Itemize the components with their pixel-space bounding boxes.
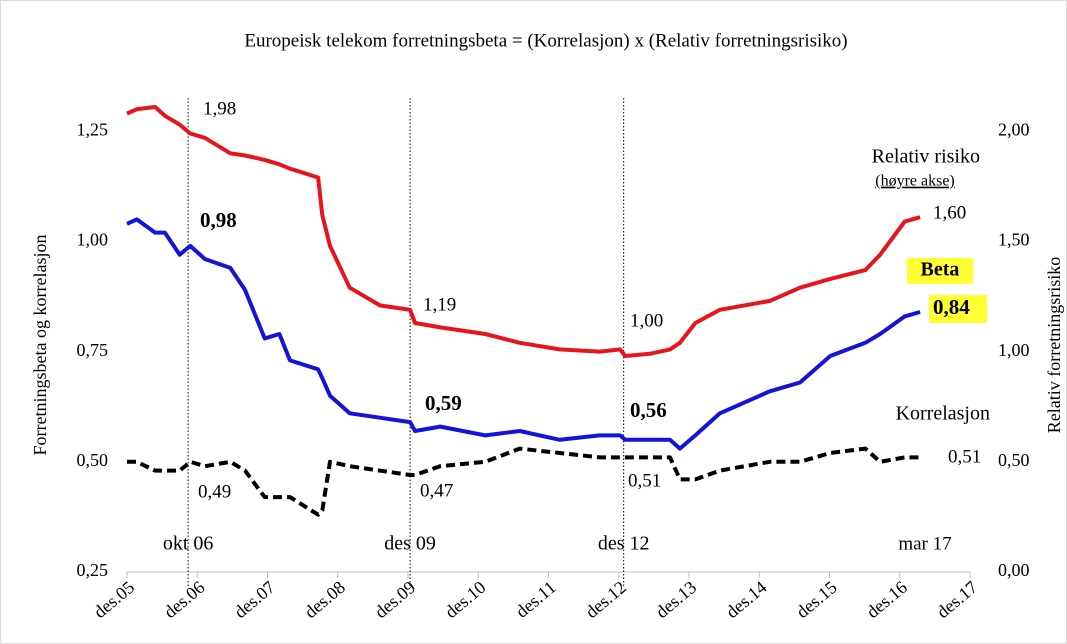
beta-highlight [907,258,973,284]
annotation: 0,51 [628,470,661,491]
y-tick-label: 0,75 [77,340,109,360]
annotation: 0,98 [200,208,237,232]
annotation: 1,19 [423,294,456,315]
y2-axis-label: Relativ forretningsrisiko [1044,257,1064,433]
y2-tick-label: 0,50 [998,450,1030,470]
event-label: okt 06 [163,533,214,555]
series-line [126,217,921,451]
legend-label: Relativ risiko [872,146,980,168]
y-tick-label: 1,00 [77,230,109,250]
y2-tick-label: 1,00 [998,340,1030,360]
legend-label: Beta [921,259,960,281]
y2-tick-label: 0,00 [998,560,1030,580]
value-highlight [929,295,987,323]
annotation: 0,47 [420,480,453,501]
y2-tick-label: 1,50 [998,230,1030,250]
annotation: 0,49 [198,481,231,502]
event-label: des 09 [384,533,436,555]
event-label: des 12 [598,533,650,555]
legend-label: Korrelasjon [896,403,990,425]
annotation: 0,84 [933,295,970,319]
y-axis-label: Forretningsbeta og korrelasjon [30,235,50,456]
axis-note: (høyre akse) [875,173,955,190]
annotation: 0,56 [630,398,667,422]
y-tick-label: 0,25 [77,560,109,580]
chart-title: Europeisk telekom forretningsbeta = (Kor… [244,30,847,51]
annotation: 1,98 [203,98,236,119]
annotation: 0,59 [425,391,462,415]
series-line [126,105,921,358]
y-tick-label: 1,25 [77,119,109,139]
series-line [127,446,921,517]
annotation: mar 17 [898,533,951,554]
annotation: 1,00 [630,310,663,331]
annotation: 1,60 [933,202,966,223]
y2-tick-label: 2,00 [998,119,1030,139]
annotation: 0,51 [948,446,981,467]
y-tick-label: 0,50 [77,450,109,470]
